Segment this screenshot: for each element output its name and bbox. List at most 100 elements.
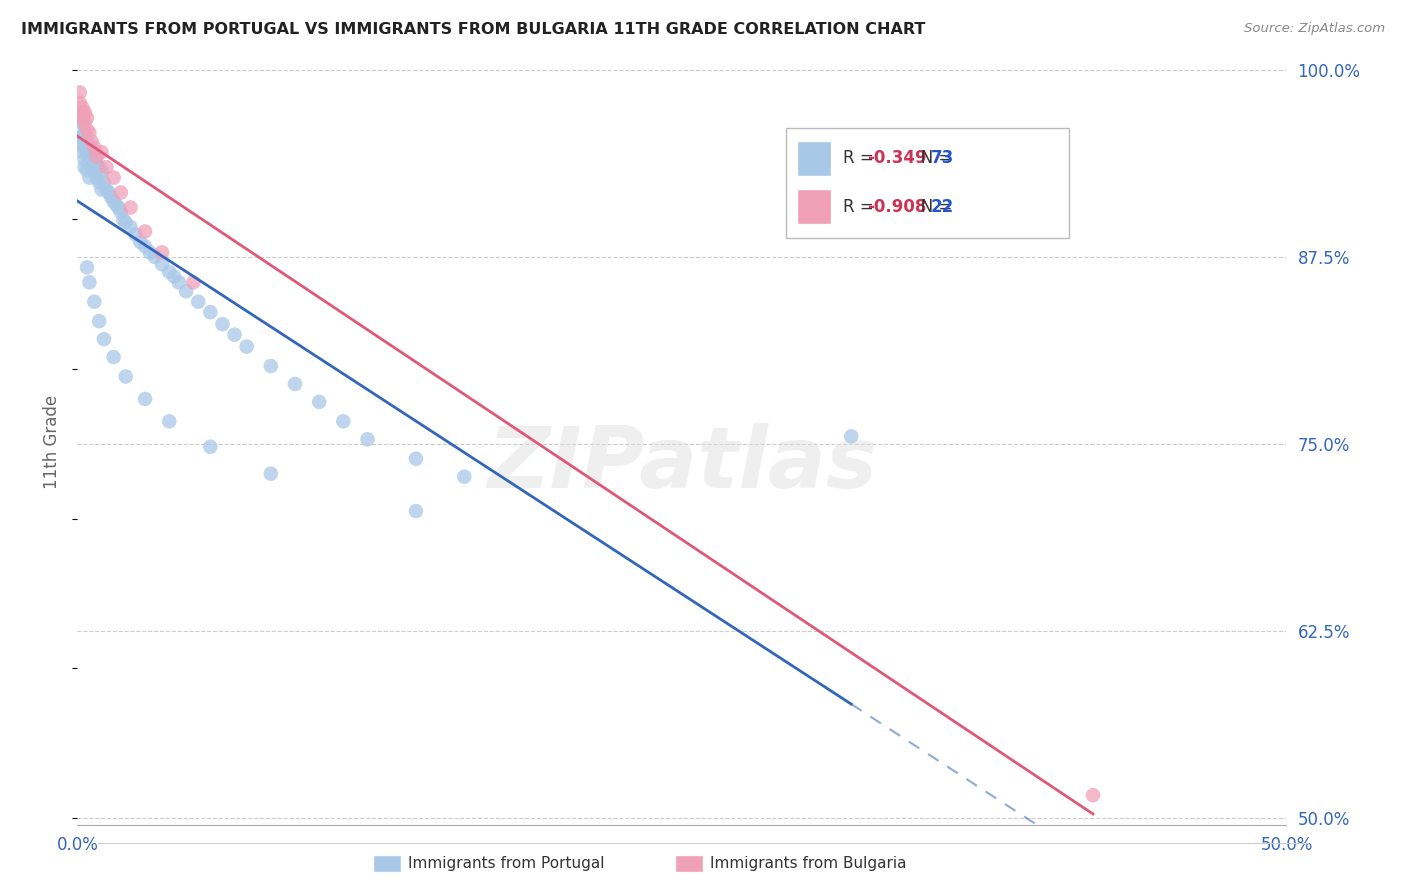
Y-axis label: 11th Grade: 11th Grade xyxy=(44,394,62,489)
Point xyxy=(1081,788,1104,802)
Point xyxy=(260,359,283,373)
Point xyxy=(124,227,146,242)
Point xyxy=(69,130,91,145)
Point xyxy=(224,327,246,342)
Point xyxy=(76,135,98,149)
Point xyxy=(114,369,136,384)
Point xyxy=(76,148,98,162)
Point xyxy=(73,160,96,174)
Point xyxy=(150,245,173,260)
Point xyxy=(86,155,108,169)
Point xyxy=(70,111,93,125)
Point xyxy=(73,153,96,167)
Point xyxy=(187,294,209,309)
Text: N =: N = xyxy=(905,150,957,168)
Point xyxy=(143,250,166,264)
Text: Immigrants from Bulgaria: Immigrants from Bulgaria xyxy=(710,856,907,871)
Point xyxy=(112,212,135,227)
Point xyxy=(356,432,378,446)
Point xyxy=(129,235,152,249)
Point xyxy=(93,175,115,189)
Point xyxy=(200,305,222,319)
Point xyxy=(200,440,222,454)
Text: -0.349: -0.349 xyxy=(866,150,927,168)
Point xyxy=(80,135,103,149)
Point xyxy=(86,170,108,185)
Point xyxy=(90,145,112,160)
Text: R =: R = xyxy=(842,150,879,168)
Point xyxy=(183,275,205,289)
Point xyxy=(79,126,101,140)
Point xyxy=(76,111,98,125)
Point xyxy=(73,104,96,119)
Text: Source: ZipAtlas.com: Source: ZipAtlas.com xyxy=(1244,22,1385,36)
Point xyxy=(97,186,120,200)
Point xyxy=(163,269,186,284)
Point xyxy=(157,265,180,279)
Point xyxy=(80,160,103,174)
Point xyxy=(69,108,91,122)
Point xyxy=(73,108,96,122)
Point xyxy=(80,145,103,160)
Point xyxy=(83,164,105,178)
Point xyxy=(73,115,96,129)
Point xyxy=(103,350,125,364)
Point xyxy=(107,201,129,215)
Point xyxy=(79,275,101,289)
Point xyxy=(96,160,118,174)
Point xyxy=(79,170,101,185)
Point xyxy=(120,219,142,234)
Point xyxy=(405,504,427,518)
Point xyxy=(134,392,156,406)
Point xyxy=(76,122,98,136)
Point xyxy=(211,317,233,331)
Point xyxy=(110,205,132,219)
Point xyxy=(405,451,427,466)
Point xyxy=(87,175,110,189)
Point xyxy=(70,100,93,114)
Point xyxy=(167,275,190,289)
Point xyxy=(93,332,115,346)
Point xyxy=(69,115,91,129)
Point xyxy=(174,285,197,299)
Point xyxy=(110,186,132,200)
Point xyxy=(70,130,93,145)
Point xyxy=(105,197,128,211)
Point xyxy=(73,126,96,140)
Text: R =: R = xyxy=(842,198,879,216)
Point xyxy=(139,245,162,260)
Point xyxy=(73,141,96,155)
Text: N =: N = xyxy=(905,198,957,216)
Point xyxy=(114,215,136,229)
Point xyxy=(157,414,180,428)
Point xyxy=(150,257,173,271)
Point xyxy=(87,314,110,328)
Point xyxy=(76,260,98,275)
Point xyxy=(83,150,105,164)
Point xyxy=(79,155,101,169)
Point xyxy=(96,183,118,197)
Text: Immigrants from Portugal: Immigrants from Portugal xyxy=(408,856,605,871)
Point xyxy=(103,170,125,185)
Point xyxy=(120,201,142,215)
Point xyxy=(839,429,862,443)
Point xyxy=(87,160,110,174)
Point xyxy=(70,115,93,129)
Point xyxy=(69,95,91,110)
Point xyxy=(235,340,257,354)
Point xyxy=(90,183,112,197)
Text: ZIPatlas: ZIPatlas xyxy=(486,423,877,506)
Point xyxy=(83,141,105,155)
Point xyxy=(134,239,156,253)
Point xyxy=(76,163,98,178)
Point xyxy=(103,194,125,209)
Point xyxy=(453,469,475,483)
Text: 22: 22 xyxy=(931,198,953,216)
Point xyxy=(70,137,93,152)
Point xyxy=(308,395,330,409)
Point xyxy=(70,145,93,160)
Text: IMMIGRANTS FROM PORTUGAL VS IMMIGRANTS FROM BULGARIA 11TH GRADE CORRELATION CHAR: IMMIGRANTS FROM PORTUGAL VS IMMIGRANTS F… xyxy=(21,22,925,37)
Point xyxy=(100,190,122,204)
Point xyxy=(69,86,91,100)
Point xyxy=(134,224,156,238)
